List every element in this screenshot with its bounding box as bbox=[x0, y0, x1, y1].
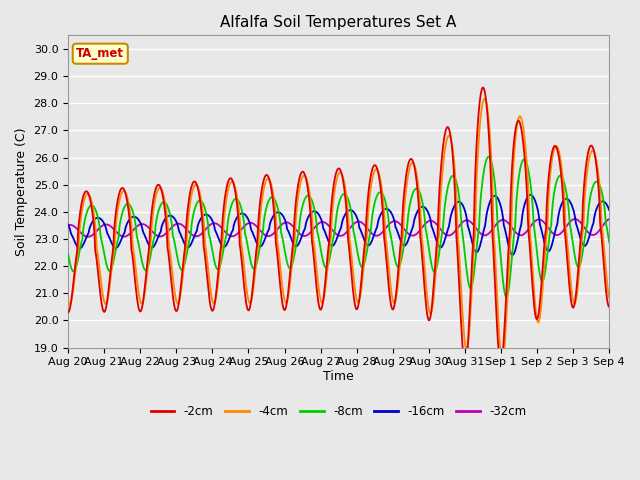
Text: TA_met: TA_met bbox=[76, 47, 124, 60]
X-axis label: Time: Time bbox=[323, 370, 354, 383]
Title: Alfalfa Soil Temperatures Set A: Alfalfa Soil Temperatures Set A bbox=[221, 15, 457, 30]
Y-axis label: Soil Temperature (C): Soil Temperature (C) bbox=[15, 127, 28, 256]
Legend: -2cm, -4cm, -8cm, -16cm, -32cm: -2cm, -4cm, -8cm, -16cm, -32cm bbox=[146, 400, 531, 423]
